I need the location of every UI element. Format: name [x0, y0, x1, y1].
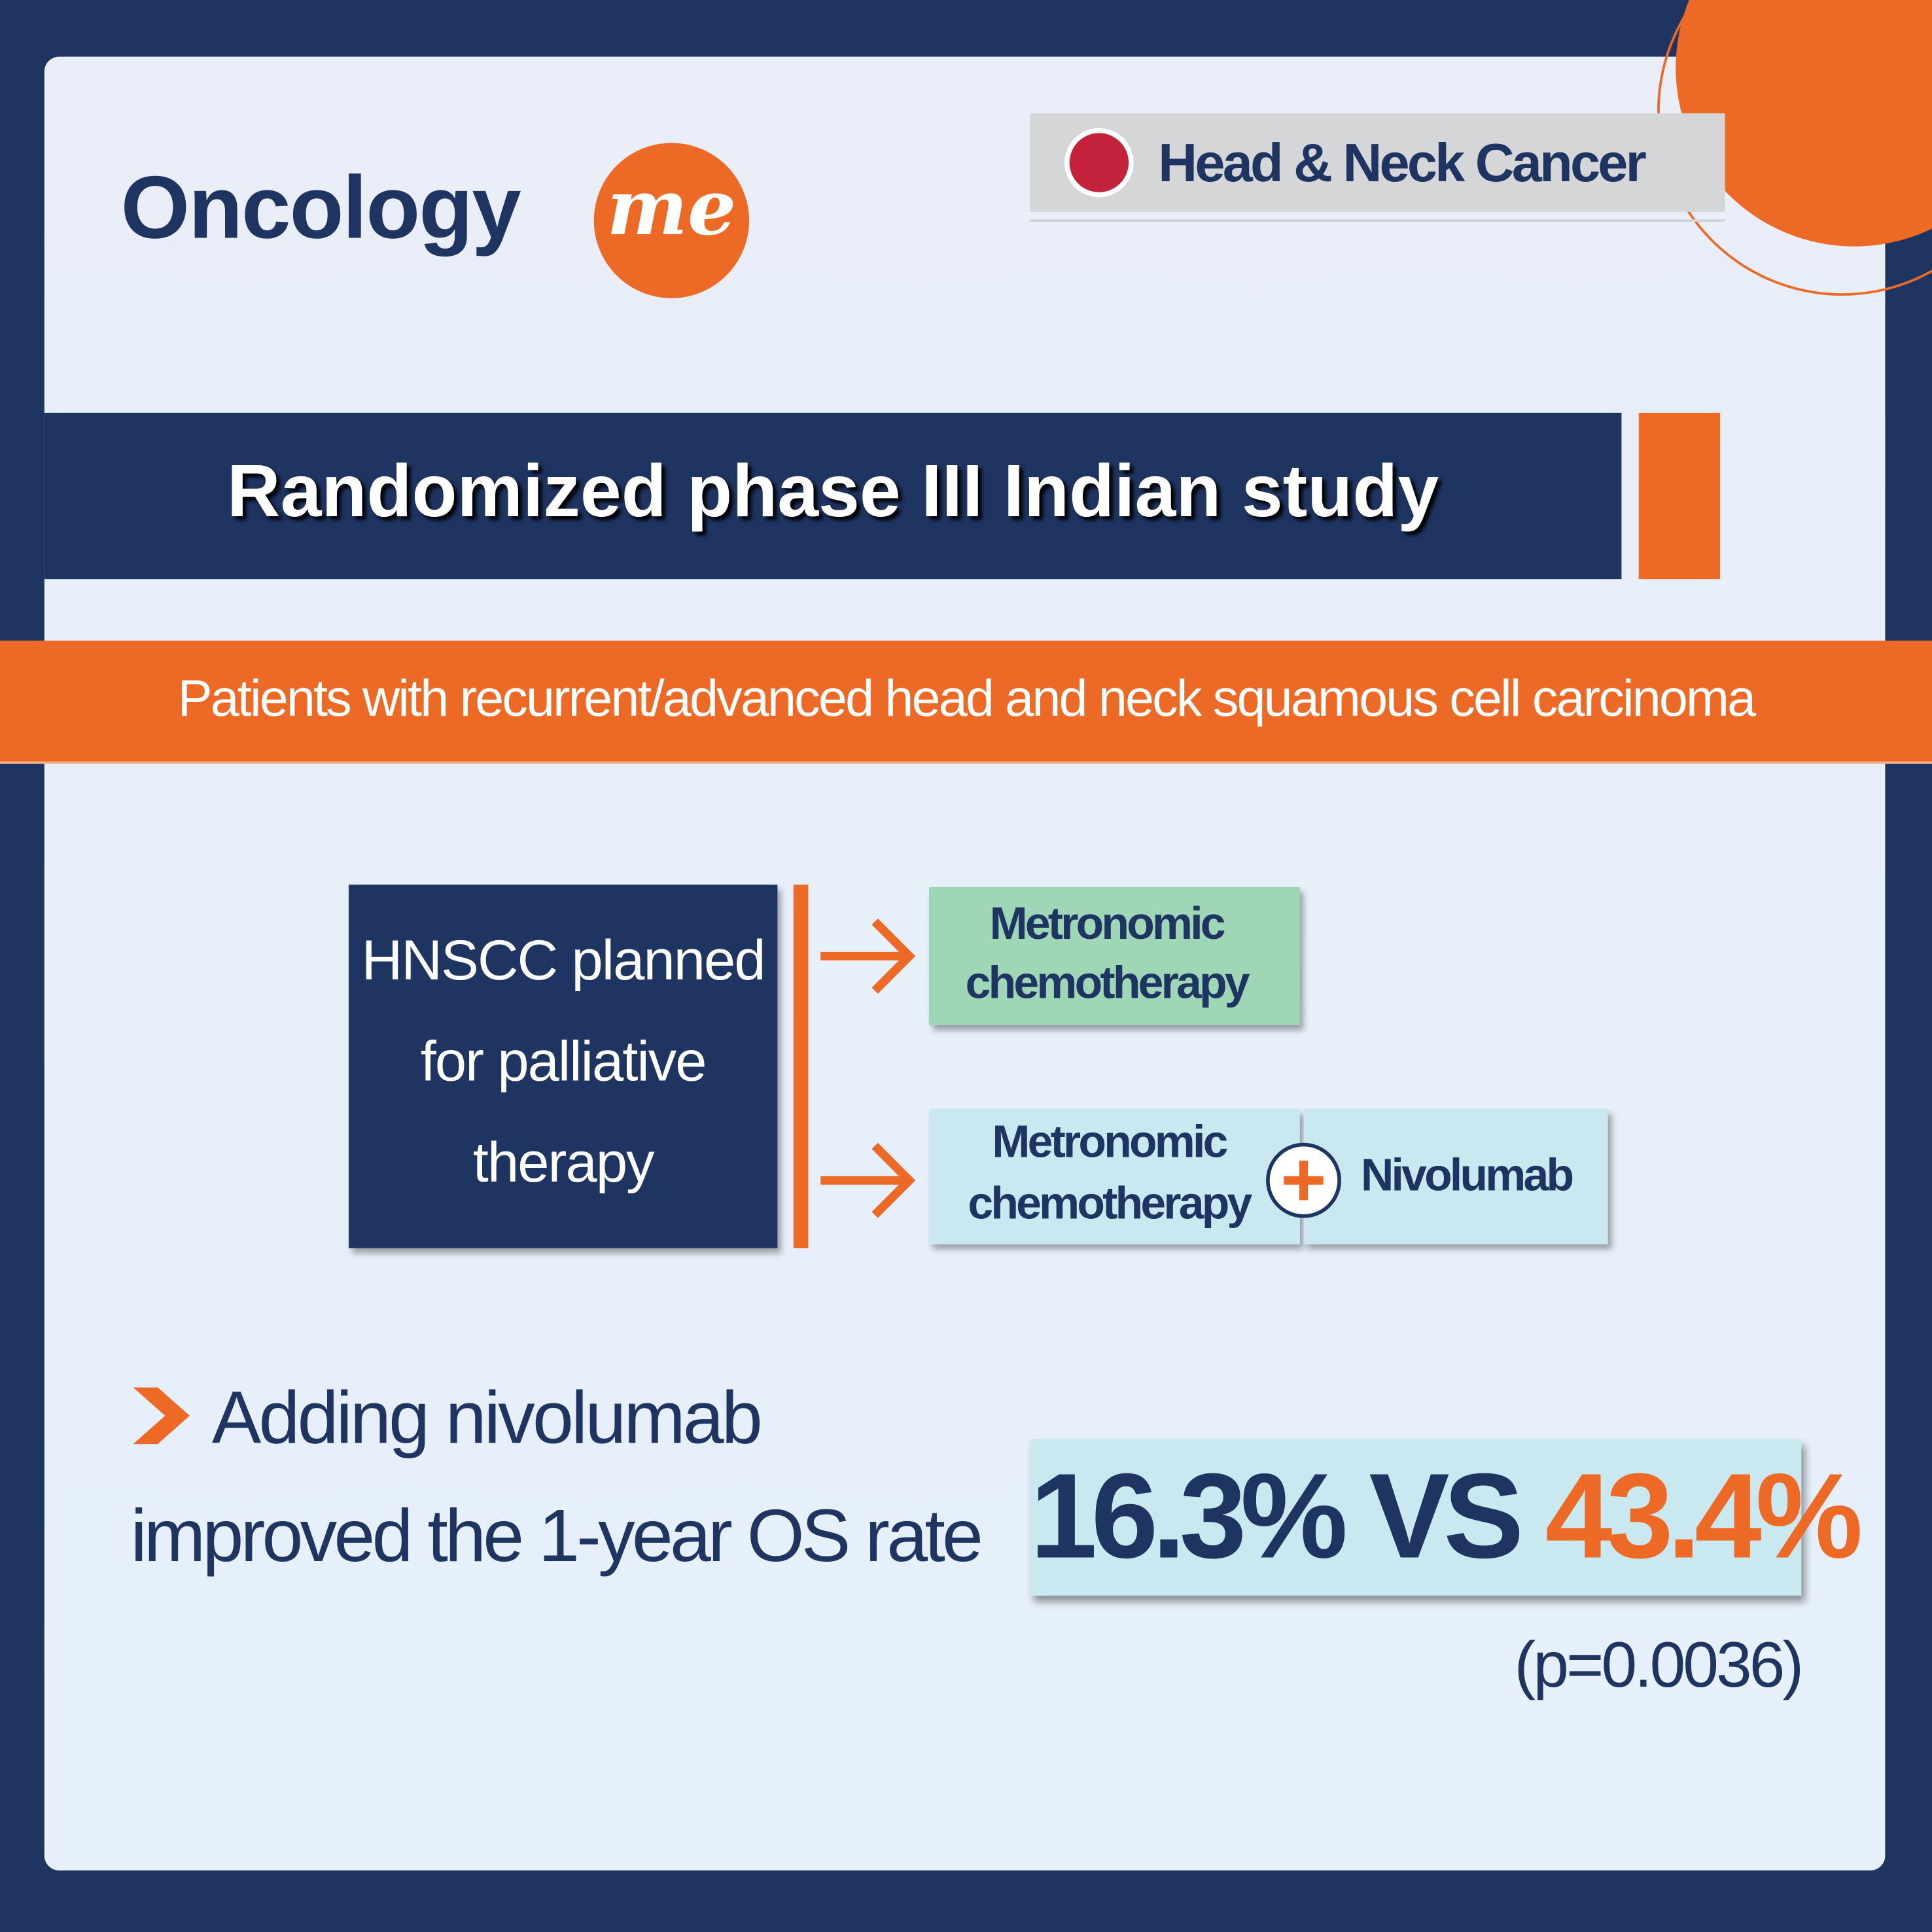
- branch-line: [793, 885, 809, 1248]
- stats-box: [1030, 1439, 1802, 1596]
- result-line: improved the 1-year OS rate: [130, 1494, 983, 1577]
- source-line: therapy: [472, 1129, 655, 1194]
- title: Randomized phase III Indian study: [227, 449, 1439, 533]
- addition-box: [1303, 1108, 1608, 1245]
- arm-box: [929, 887, 1300, 1025]
- addition-label: Nivolumab: [1360, 1150, 1574, 1201]
- tag-text: Head & Neck Cancer: [1158, 133, 1647, 194]
- tag-bar: [1030, 113, 1725, 212]
- brand-badge: [593, 143, 750, 298]
- title-bar: [44, 412, 1622, 580]
- arrow: [820, 1142, 916, 1218]
- arm-label: Metronomic chemotherapy: [929, 894, 1284, 1013]
- population-band: [0, 641, 1932, 764]
- arrow: [820, 919, 916, 994]
- source-box: [348, 885, 778, 1248]
- arm-label: Metronomic chemotherapy: [934, 1112, 1284, 1235]
- comparator: VS: [1369, 1447, 1524, 1584]
- arm-label-line: Metronomic: [989, 898, 1226, 949]
- arm-box: [929, 1108, 1300, 1245]
- population: Patients with recurrent/advanced head an…: [177, 669, 1756, 728]
- experimental-rate: 43.4%: [1545, 1447, 1863, 1584]
- chevron: [133, 1387, 190, 1445]
- arrows: [820, 919, 916, 1218]
- brand-accent: me: [606, 162, 737, 253]
- title-accent: [1638, 412, 1721, 580]
- source-line: for palliative: [420, 1028, 707, 1093]
- stats: 16.3% VS 43.4%: [1030, 1447, 1863, 1586]
- result-line: Adding nivolumab: [211, 1376, 763, 1459]
- arm-label-line: chemotherapy: [965, 957, 1250, 1008]
- arm-label-line: chemotherapy: [968, 1178, 1252, 1229]
- source-line: HNSCC planned: [361, 928, 766, 992]
- tag-icon: [1064, 128, 1134, 198]
- p-value: (p=0.0036): [1514, 1630, 1804, 1702]
- brand-name: Oncology: [120, 158, 521, 258]
- arm-label-line: Metronomic: [992, 1116, 1228, 1167]
- tag-underline: [1030, 219, 1725, 222]
- plus-icon: [1266, 1142, 1341, 1218]
- control-rate: 16.3%: [1030, 1447, 1348, 1584]
